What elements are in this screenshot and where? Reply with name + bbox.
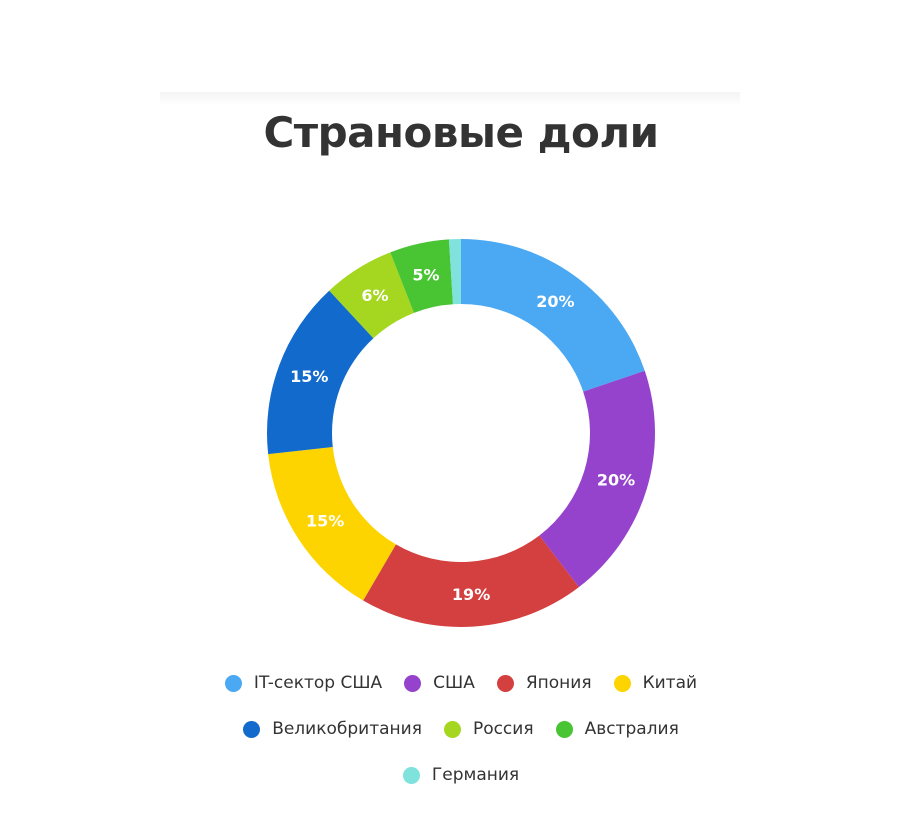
- chart-title: Страновые доли: [263, 108, 659, 157]
- slice-label-4: 15%: [290, 367, 328, 386]
- legend-label: Австралия: [584, 719, 679, 739]
- legend-label: Великобритания: [272, 719, 422, 739]
- legend-label: Китай: [642, 673, 698, 693]
- legend-row: IT-сектор США США Япония Китай: [0, 660, 909, 706]
- slice-label-3: 15%: [306, 512, 344, 531]
- legend-dot-icon: [224, 674, 242, 692]
- legend-row: Великобритания Россия Австралия: [0, 706, 909, 752]
- legend-dot-icon: [404, 674, 422, 692]
- legend-dot-icon: [243, 720, 261, 738]
- legend-item-7[interactable]: Германия: [402, 765, 520, 785]
- legend: IT-сектор США США Япония Китай Великобритан…: [0, 660, 909, 798]
- slice-3[interactable]: [268, 447, 396, 601]
- legend-item-3[interactable]: Китай: [613, 673, 698, 693]
- slice-label-2: 19%: [452, 585, 490, 604]
- slice-6[interactable]: [390, 239, 453, 313]
- slice-4[interactable]: [267, 290, 374, 455]
- legend-item-2[interactable]: Япония: [496, 673, 592, 693]
- slice-label-6: 5%: [412, 265, 439, 284]
- legend-dot-icon: [496, 674, 514, 692]
- legend-label: США: [433, 673, 475, 693]
- slice-2[interactable]: [363, 535, 579, 627]
- legend-item-0[interactable]: IT-сектор США: [224, 673, 383, 693]
- donut-chart: 20% 20% 19% 15% 15% 6% 5%: [267, 239, 655, 627]
- slice-0[interactable]: [461, 239, 645, 392]
- legend-label: Россия: [472, 719, 534, 739]
- legend-item-1[interactable]: США: [404, 673, 475, 693]
- slice-label-5: 6%: [361, 286, 388, 305]
- legend-item-4[interactable]: Великобритания: [243, 719, 422, 739]
- slice-7[interactable]: [448, 239, 461, 305]
- legend-label: Германия: [431, 765, 520, 785]
- legend-item-6[interactable]: Австралия: [555, 719, 679, 739]
- slice-label-0: 20%: [536, 292, 574, 311]
- legend-row: Германия: [0, 752, 909, 798]
- slice-1[interactable]: [539, 370, 655, 588]
- legend-dot-icon: [402, 766, 420, 784]
- legend-dot-icon: [613, 674, 631, 692]
- slice-label-1: 20%: [597, 471, 635, 490]
- legend-item-5[interactable]: Россия: [443, 719, 534, 739]
- legend-dot-icon: [555, 720, 573, 738]
- slice-5[interactable]: [329, 252, 414, 339]
- legend-dot-icon: [443, 720, 461, 738]
- legend-label: IT-сектор США: [253, 673, 383, 693]
- legend-label: Япония: [525, 673, 592, 693]
- title-shade: [160, 92, 740, 106]
